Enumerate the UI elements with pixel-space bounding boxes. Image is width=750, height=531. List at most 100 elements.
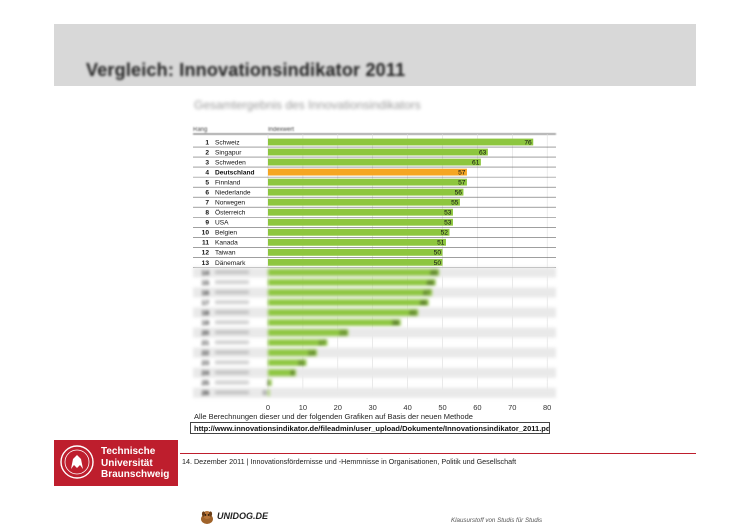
bar xyxy=(268,289,433,296)
chart-row: 16 47 xyxy=(193,287,556,298)
country-label: USA xyxy=(215,220,229,227)
title-band xyxy=(54,24,696,86)
row-stripe xyxy=(193,387,556,398)
value-label: 76 xyxy=(524,139,532,146)
rank-label: 2 xyxy=(205,149,209,156)
rank-label: 26 xyxy=(202,390,210,397)
value-label: 48 xyxy=(427,280,435,287)
value-label: 57 xyxy=(458,180,466,187)
value-label: 11 xyxy=(298,360,305,367)
bar xyxy=(268,178,467,186)
chart-row: 18 43 xyxy=(193,307,556,318)
source-url[interactable]: http://www.innovationsindikator.de/filea… xyxy=(190,422,550,434)
x-tick-label: 70 xyxy=(508,403,516,412)
unidog-brand[interactable]: UNIDOG.DE xyxy=(197,507,277,527)
bar xyxy=(268,319,401,326)
country-label-blurred xyxy=(215,270,249,274)
x-tick-label: 60 xyxy=(473,403,481,412)
bar xyxy=(268,148,488,156)
x-tick-label: 40 xyxy=(403,403,411,412)
chart-row: 22 14 xyxy=(193,347,556,358)
country-label-blurred xyxy=(215,310,249,315)
bar xyxy=(268,248,443,256)
chart-row: 14 49 xyxy=(193,267,556,278)
value-label: 51 xyxy=(437,240,445,247)
country-label: Kanada xyxy=(215,240,238,247)
bar xyxy=(268,138,534,146)
country-label-blurred xyxy=(215,300,249,304)
country-label-blurred xyxy=(215,330,249,335)
logo-text: Technische Universität Braunschweig xyxy=(101,446,169,481)
chart-row: 17 46 xyxy=(202,299,429,307)
value-label: 38 xyxy=(392,320,400,327)
bar xyxy=(268,279,436,286)
bar xyxy=(268,258,443,266)
bar xyxy=(268,198,460,206)
rank-label: 16 xyxy=(202,290,210,297)
chart-row: 4 Deutschland 57 xyxy=(193,168,556,178)
rank-label: 15 xyxy=(202,280,210,287)
value-label: 23 xyxy=(339,330,347,337)
country-label-blurred xyxy=(215,320,249,325)
rank-label: 24 xyxy=(202,370,210,377)
rank-label: 17 xyxy=(202,300,210,307)
country-label: Norwegen xyxy=(215,200,245,207)
bar xyxy=(268,188,464,196)
chart-row: 19 38 xyxy=(202,319,401,327)
chart-row: 11 Kanada 51 xyxy=(193,238,556,248)
country-label-blurred xyxy=(215,340,249,345)
rank-label: 22 xyxy=(202,350,210,357)
country-label: Schweiz xyxy=(215,139,240,146)
value-label: 61 xyxy=(472,159,480,166)
chart-row: 6 Niederlande 56 xyxy=(193,188,556,198)
footer-text: 14. Dezember 2011 | Innovationsfördernis… xyxy=(182,457,517,466)
rank-label: 23 xyxy=(202,360,210,367)
row-stripe xyxy=(193,327,556,338)
seal-icon xyxy=(60,445,94,479)
bar xyxy=(268,379,272,387)
chart-row: 8 Österreich 53 xyxy=(193,209,556,218)
row-stripe xyxy=(193,367,556,378)
rank-label: 4 xyxy=(205,169,209,176)
chart-row: 5 Finnland 57 xyxy=(193,178,556,188)
rank-label: 14 xyxy=(202,270,210,277)
country-label: Österreich xyxy=(215,209,246,217)
chart-row: 7 Norwegen 55 xyxy=(193,198,556,208)
bar xyxy=(268,349,317,357)
rank-label: 7 xyxy=(205,200,209,207)
bar xyxy=(268,238,446,246)
method-note: Alle Berechnungen dieser und der folgend… xyxy=(194,412,473,421)
rank-label: 1 xyxy=(205,139,209,146)
x-tick-label: 80 xyxy=(543,403,551,412)
footer-divider xyxy=(180,453,696,454)
chart-row: 3 Schweden 61 xyxy=(193,158,556,168)
value-label: 55 xyxy=(451,200,459,207)
bar xyxy=(268,389,270,397)
chart-row: 15 48 xyxy=(202,279,436,287)
value-label: 43 xyxy=(409,310,417,317)
country-label-blurred xyxy=(215,380,249,385)
logo-line-3: Braunschweig xyxy=(101,469,170,480)
value-label: 1 xyxy=(266,380,270,387)
chart-row: 25 1 xyxy=(202,379,272,387)
bar xyxy=(268,299,429,306)
bar xyxy=(268,369,296,377)
bar xyxy=(268,359,307,367)
value-label: 17 xyxy=(318,340,326,347)
country-label: Dänemark xyxy=(215,260,246,267)
rank-label: 19 xyxy=(202,320,210,327)
country-label-blurred xyxy=(215,290,249,294)
value-label: 52 xyxy=(441,230,449,237)
rank-label: 13 xyxy=(202,260,210,267)
rank-label: 21 xyxy=(202,340,210,347)
bar xyxy=(268,268,440,276)
rank-label: 11 xyxy=(202,240,209,247)
value-label: 56 xyxy=(455,190,463,197)
country-label: Schweden xyxy=(215,159,246,166)
slide-title: Vergleich: Innovationsindikator 2011 xyxy=(86,60,406,80)
chart-column-headers: Rang Indexwert xyxy=(193,127,556,135)
chart-row: 1 Schweiz 76 xyxy=(193,138,556,148)
chart-row: 20 23 xyxy=(193,327,556,338)
studio-note: Klausurstoff von Studis für Studis xyxy=(451,517,543,524)
